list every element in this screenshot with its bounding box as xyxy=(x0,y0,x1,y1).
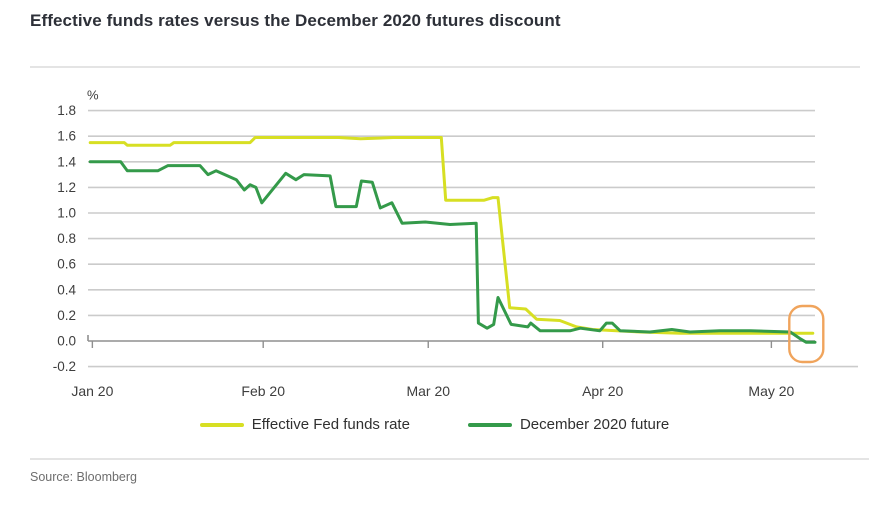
y-tick-label: 0.4 xyxy=(57,282,76,297)
title-divider xyxy=(30,66,860,68)
line-chart: 1.8 1.6 1.4 1.2 1.0 0.8 0.6 0.4 0.2 0.0 -0.2% Jan 2… xyxy=(53,88,858,399)
y-tick-label: 0.8 xyxy=(57,231,76,246)
x-tick-label: May 20 xyxy=(748,383,794,399)
y-tick-label: 0.2 xyxy=(57,308,76,323)
y-tick-label: 1.6 xyxy=(57,129,76,144)
y-tick-label: 1.4 xyxy=(57,154,76,169)
y-axis-unit-label: % xyxy=(87,88,99,103)
source-note: Source: Bloomberg xyxy=(30,470,138,484)
y-tick-label: 0.0 xyxy=(57,334,76,349)
x-tick-label: Jan 20 xyxy=(71,383,113,399)
x-tick-label: Apr 20 xyxy=(582,383,623,399)
legend-swatch-yellow xyxy=(199,422,244,427)
y-tick-label: -0.2 xyxy=(53,359,76,374)
x-tick-label: Feb 20 xyxy=(241,383,285,399)
series-line-december-2020-future xyxy=(88,160,817,344)
x-tick-label: Mar 20 xyxy=(406,383,450,399)
y-tick-label: 1.8 xyxy=(57,103,76,118)
y-tick-label: 1.0 xyxy=(57,206,76,221)
source-divider xyxy=(30,458,869,460)
legend-label: December 2020 future xyxy=(519,416,670,433)
legend-label: Effective Fed funds rate xyxy=(251,416,410,433)
legend-item-december-2020-future: December 2020 future xyxy=(467,416,670,433)
chart-title: Effective funds rates versus the Decembe… xyxy=(30,11,561,30)
y-tick-label: 0.6 xyxy=(57,257,76,272)
legend-item-effective-fed-funds-rate: Effective Fed funds rate xyxy=(199,416,410,433)
y-tick-label: 1.2 xyxy=(57,180,76,195)
legend-swatch-green xyxy=(467,422,512,427)
chart-legend: Effective Fed funds rate December 2020 f… xyxy=(0,416,869,433)
highlight-annotation xyxy=(788,304,825,364)
